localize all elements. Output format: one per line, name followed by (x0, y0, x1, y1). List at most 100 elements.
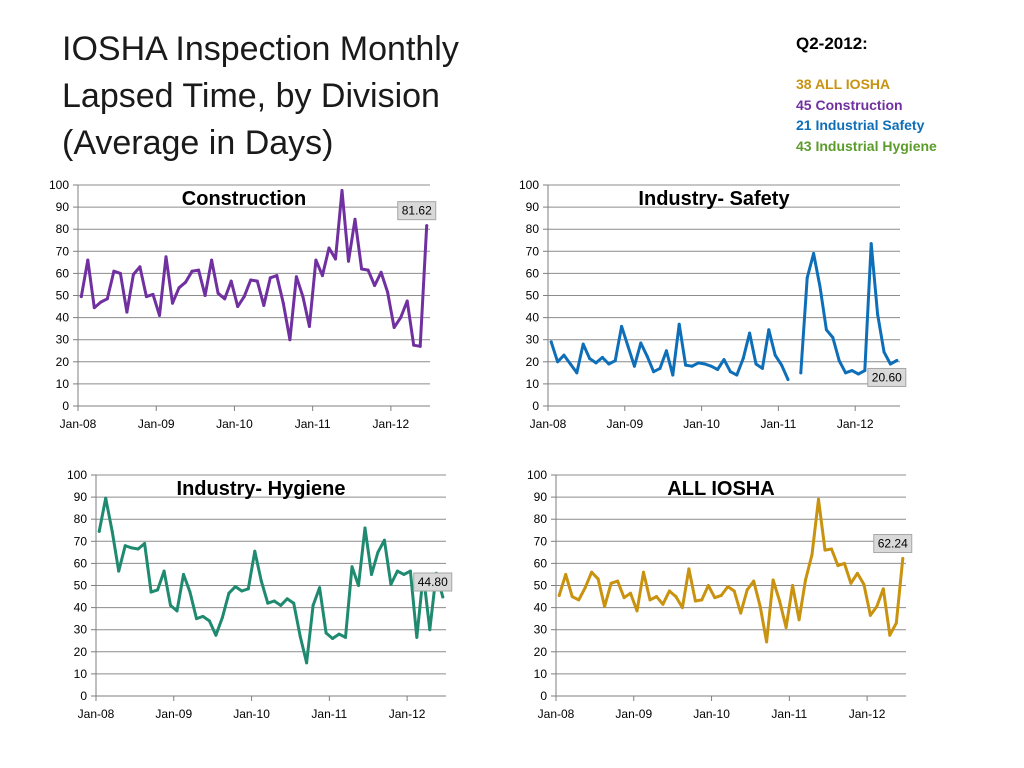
y-tick-label: 100 (49, 178, 69, 192)
data-point (716, 368, 720, 372)
y-tick-label: 60 (534, 556, 548, 570)
data-point (639, 341, 643, 345)
data-point (726, 585, 730, 589)
data-point (402, 572, 406, 576)
data-point (360, 267, 364, 271)
data-point (314, 258, 318, 262)
y-tick-label: 10 (74, 667, 88, 681)
data-point (739, 611, 743, 615)
data-point (823, 548, 827, 552)
page-title-line-1: IOSHA Inspection Monthly (62, 30, 459, 68)
industry-hygiene-svg: 0 10 20 30 40 50 60 70 80 90 100 Jan-08 Jan-09 Jan-10… (67, 468, 453, 721)
industry-hygiene-chart: 0 10 20 30 40 50 60 70 80 90 100 Jan-08 Jan-09 Jan-10… (56, 466, 456, 728)
data-point (138, 265, 142, 269)
data-point (318, 586, 322, 590)
x-tick-label: Jan-11 (295, 417, 331, 431)
y-tick-label: 90 (526, 200, 540, 214)
data-point (603, 604, 607, 608)
all-iosha-chart: 0 10 20 30 40 50 60 70 80 90 100 Jan-08 Jan-09 Jan-10… (516, 466, 916, 728)
series-line (79, 189, 429, 348)
data-point (340, 189, 344, 193)
construction-chart: 0 10 20 30 40 50 60 70 80 90 100 Jan-08 Jan-09 Jan-10… (38, 176, 438, 438)
y-tick-label: 30 (74, 623, 88, 637)
callout-label: 81.62 (402, 204, 432, 218)
data-point (829, 547, 833, 551)
data-point (687, 567, 691, 571)
x-tick-label: Jan-12 (849, 707, 886, 721)
y-tick-label: 50 (74, 579, 88, 593)
data-point (583, 586, 587, 590)
data-point (408, 569, 412, 573)
data-point (661, 602, 665, 606)
data-point (570, 595, 574, 599)
data-point (862, 582, 866, 586)
data-point (588, 356, 592, 360)
data-point (791, 584, 795, 587)
page-title-line-2: Lapsed Time, by Division (62, 77, 440, 115)
data-point (596, 577, 600, 581)
data-point (307, 324, 311, 328)
y-tick-label: 0 (80, 689, 87, 703)
data-point (275, 274, 279, 278)
data-point (366, 268, 370, 272)
data-point (279, 603, 283, 607)
x-tick-label: Jan-09 (138, 417, 175, 431)
data-point (674, 595, 678, 599)
data-point (758, 604, 762, 608)
data-point (894, 621, 898, 625)
data-point (294, 275, 298, 279)
data-point (288, 338, 292, 342)
x-tick-label: Jan-11 (771, 707, 807, 721)
data-point (210, 258, 214, 262)
data-point (379, 270, 383, 274)
data-point (600, 355, 604, 359)
y-tick-label: 80 (534, 512, 548, 526)
y-tick-label: 80 (56, 222, 70, 236)
y-tick-label: 90 (534, 490, 548, 504)
data-point (363, 526, 367, 530)
data-point (745, 588, 749, 592)
y-tick-label: 70 (74, 534, 88, 548)
data-point (415, 635, 419, 639)
data-point (677, 322, 681, 326)
data-point (130, 546, 134, 550)
callout-label: 62.24 (878, 537, 908, 551)
data-point (728, 370, 732, 374)
data-point (824, 328, 828, 332)
data-point (337, 632, 341, 636)
data-point (194, 617, 198, 621)
data-point (784, 625, 788, 629)
data-point (693, 599, 697, 603)
data-point (888, 362, 892, 366)
data-point (719, 593, 723, 597)
y-tick-label: 70 (534, 534, 548, 548)
data-point (760, 366, 764, 370)
data-point (882, 350, 886, 354)
page-title-line-3: (Average in Days) (62, 124, 334, 162)
data-point (648, 598, 652, 602)
y-tick-label: 20 (534, 645, 548, 659)
data-point (418, 344, 422, 348)
data-point (229, 279, 233, 283)
data-point (344, 635, 348, 639)
data-point (671, 373, 675, 377)
data-point (642, 570, 645, 574)
data-point (709, 364, 713, 368)
data-point (713, 596, 717, 600)
y-tick-label: 60 (74, 556, 88, 570)
data-point (626, 344, 630, 348)
x-tick-label: Jan-11 (760, 417, 796, 431)
data-point (190, 269, 194, 273)
data-point (441, 595, 445, 599)
data-point (805, 276, 809, 280)
data-point (376, 550, 380, 554)
data-point (86, 258, 90, 262)
data-point (99, 300, 103, 304)
data-point (157, 313, 161, 317)
data-point (831, 335, 835, 339)
data-point (246, 587, 250, 591)
y-tick-label: 50 (56, 289, 70, 303)
data-point (664, 349, 668, 353)
y-tick-label: 10 (56, 377, 70, 391)
data-point (227, 591, 231, 595)
